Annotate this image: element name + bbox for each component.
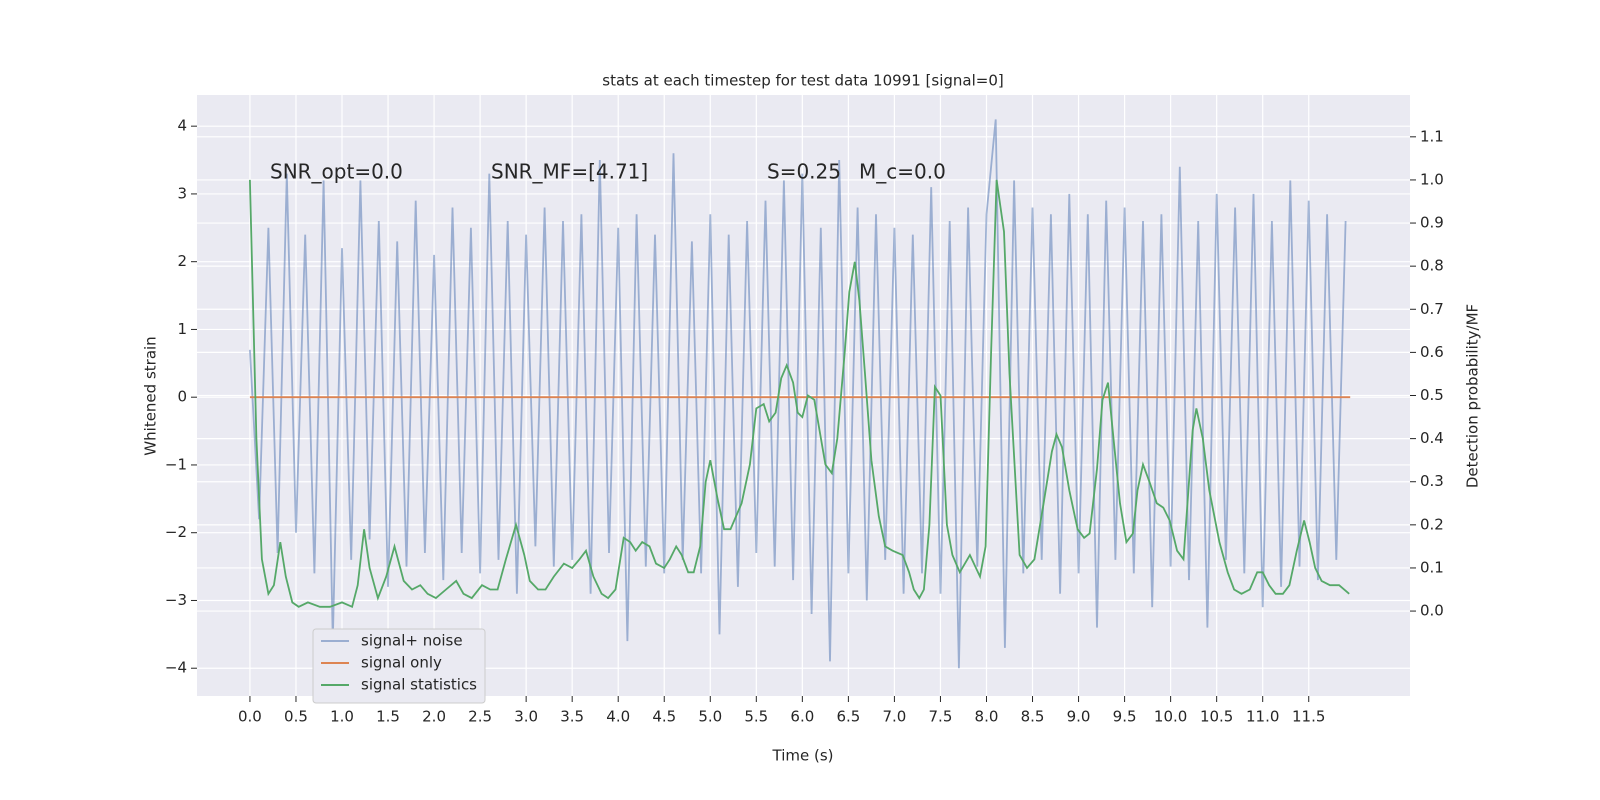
annotation: S=0.25 [767, 160, 841, 184]
y-tick-label: 0 [177, 388, 187, 406]
x-tick-label: 11.0 [1246, 708, 1279, 726]
legend-label: signal statistics [361, 676, 477, 694]
x-tick-label: 5.5 [744, 708, 768, 726]
x-tick-label: 6.5 [836, 708, 860, 726]
legend-label: signal+ noise [361, 632, 463, 650]
annotation: SNR_MF=[4.71] [491, 160, 648, 184]
y2-tick-label: 1.0 [1420, 170, 1444, 188]
chart-title: stats at each timestep for test data 109… [602, 72, 1003, 90]
y2-tick-label: 0.1 [1420, 558, 1444, 576]
x-tick-label: 9.0 [1067, 708, 1091, 726]
x-tick-label: 2.5 [468, 708, 492, 726]
annotation: SNR_opt=0.0 [270, 160, 403, 184]
x-tick-label: 4.0 [606, 708, 630, 726]
annotation: M_c=0.0 [859, 160, 946, 184]
y2-tick-label: 0.4 [1420, 429, 1444, 447]
x-tick-label: 10.5 [1200, 708, 1233, 726]
x-tick-label: 6.0 [790, 708, 814, 726]
y-tick-label: 2 [177, 252, 187, 270]
x-tick-label: 1.5 [376, 708, 400, 726]
y-tick-label: −1 [165, 455, 187, 473]
y2-tick-label: 0.2 [1420, 515, 1444, 533]
y2-tick-label: 0.8 [1420, 257, 1444, 275]
y2-tick-label: 0.7 [1420, 300, 1444, 318]
line-series [249, 179, 1350, 609]
y2-axis-label: Detection probability/MF [1464, 304, 1482, 488]
x-tick-label: 2.0 [422, 708, 446, 726]
x-tick-label: 7.5 [929, 708, 953, 726]
x-tick-label: 3.5 [560, 708, 584, 726]
y2-tick-label: 0.9 [1420, 214, 1444, 232]
x-tick-label: 8.0 [975, 708, 999, 726]
x-axis-label: Time (s) [772, 747, 834, 765]
y-tick-label: −3 [165, 591, 187, 609]
x-tick-label: 10.0 [1154, 708, 1187, 726]
legend-label: signal only [361, 654, 442, 672]
y2-tick-label: 0.6 [1420, 343, 1444, 361]
x-tick-label: 7.0 [882, 708, 906, 726]
line-series [249, 119, 1347, 669]
x-tick-label: 4.5 [652, 708, 676, 726]
y2-tick-label: 0.0 [1420, 602, 1444, 620]
y-tick-label: −4 [165, 659, 187, 677]
x-tick-label: 5.0 [698, 708, 722, 726]
x-tick-label: 8.5 [1021, 708, 1045, 726]
x-tick-label: 0.0 [238, 708, 262, 726]
x-tick-label: 0.5 [284, 708, 308, 726]
y2-tick-label: 0.3 [1420, 472, 1444, 490]
x-tick-label: 3.0 [514, 708, 538, 726]
x-tick-label: 11.5 [1292, 708, 1325, 726]
y2-tick-label: 0.5 [1420, 386, 1444, 404]
y-tick-label: 4 [177, 117, 187, 135]
x-tick-label: 1.0 [330, 708, 354, 726]
y-tick-label: 3 [177, 184, 187, 202]
x-tick-label: 9.5 [1113, 708, 1137, 726]
legend-box [312, 628, 486, 704]
y2-tick-label: 1.1 [1420, 127, 1444, 145]
y-axis-label: Whitened strain [142, 336, 160, 455]
y-tick-label: 1 [177, 320, 187, 338]
y-tick-label: −2 [165, 523, 187, 541]
